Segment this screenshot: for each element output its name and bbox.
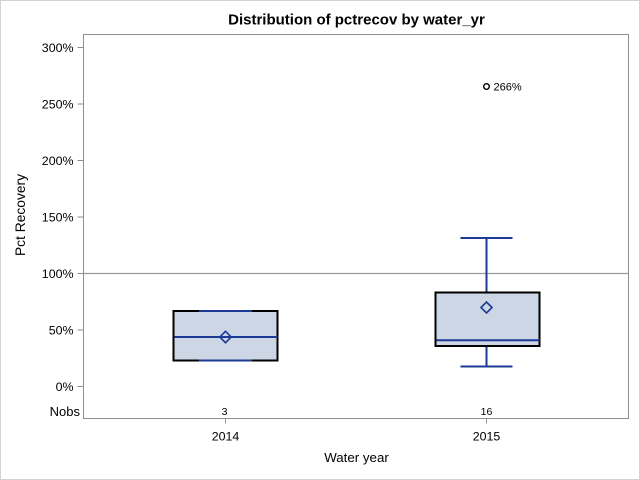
svg-text:Water year: Water year <box>324 450 389 465</box>
svg-text:266%: 266% <box>494 81 522 93</box>
svg-text:16: 16 <box>481 406 493 418</box>
svg-text:0%: 0% <box>56 380 74 394</box>
svg-text:Pct Recovery: Pct Recovery <box>13 174 28 256</box>
svg-text:150%: 150% <box>42 210 74 224</box>
svg-text:300%: 300% <box>42 41 74 55</box>
svg-text:250%: 250% <box>42 97 74 111</box>
svg-text:2015: 2015 <box>473 430 501 444</box>
svg-text:50%: 50% <box>49 323 74 337</box>
svg-text:2014: 2014 <box>212 430 240 444</box>
svg-text:100%: 100% <box>42 267 74 281</box>
svg-text:Distribution of pctrecov by wa: Distribution of pctrecov by water_yr <box>228 12 485 29</box>
svg-text:200%: 200% <box>42 154 74 168</box>
svg-text:3: 3 <box>222 406 228 418</box>
svg-text:Nobs: Nobs <box>50 404 81 419</box>
